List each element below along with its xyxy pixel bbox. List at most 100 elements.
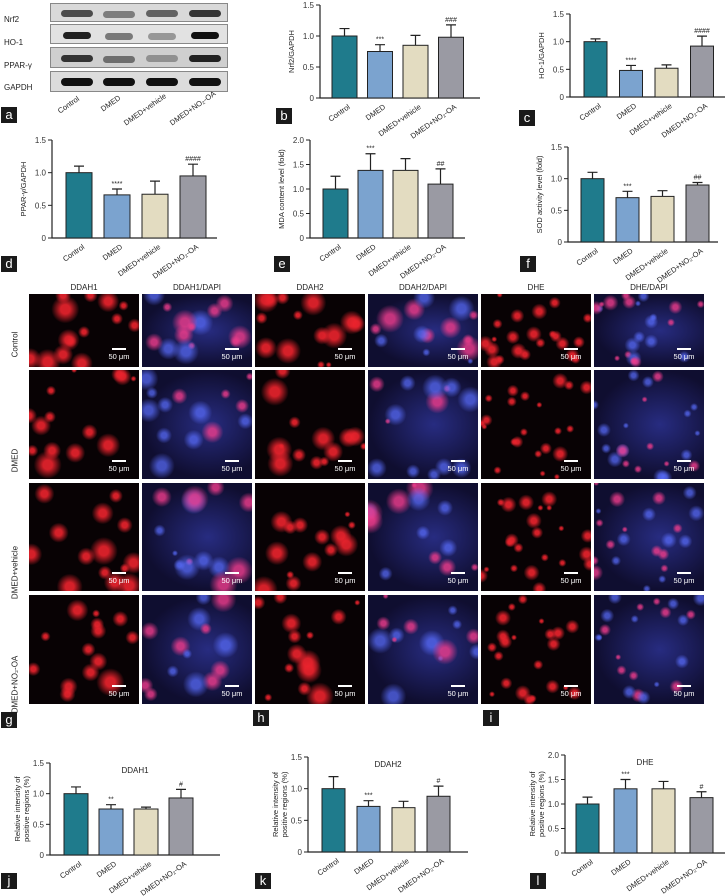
x-tick-label: Control: [570, 857, 595, 878]
panel-letter-e: e: [274, 256, 290, 272]
error-bar: [657, 190, 668, 197]
x-tick-label: DMED: [101, 242, 125, 262]
y-axis-label: SOD activity level (fold): [535, 155, 544, 233]
error-bar: [188, 163, 198, 176]
bar-no2oa: [168, 797, 194, 856]
y-tick-label: 0: [555, 849, 560, 858]
scale-bar: 50 μm: [220, 348, 244, 361]
scale-bar: 50 μm: [333, 572, 357, 585]
bar-vehicle: [392, 169, 419, 239]
error-bar: [106, 804, 116, 809]
scale-bar: 50 μm: [220, 460, 244, 473]
bar-control: [575, 803, 600, 854]
significance-marker: ***: [364, 793, 372, 800]
blot-label-ho1: HO-1: [4, 38, 24, 47]
error-bar: [71, 786, 81, 794]
y-tick-label: 1.0: [293, 185, 305, 194]
panel-letter-f: f: [520, 256, 536, 272]
bar-vehicle: [402, 44, 429, 99]
scale-bar: 50 μm: [446, 348, 470, 361]
scale-bar: 50 μm: [559, 572, 583, 585]
scale-bar: 50 μm: [672, 572, 696, 585]
lane-label-dmed: DMED: [99, 93, 123, 114]
y-tick-label: 1.0: [291, 785, 303, 794]
error-bar: [626, 64, 636, 71]
bar-dmed: [356, 805, 381, 853]
scale-bar-label: 50 μm: [108, 464, 130, 473]
scale-bar-label: 50 μm: [560, 576, 582, 585]
lane-label-dmed-vehicle: DMED+vehicle: [122, 91, 168, 128]
chart-e: 0 0.5 1.0 1.5 2.0 MDA content level (fold) Con…: [250, 130, 490, 281]
micrograph-3-1: 50 μm: [142, 595, 252, 704]
y-tick-label: 0: [300, 234, 305, 243]
scale-bar: 50 μm: [672, 348, 696, 361]
row-head-control: Control: [10, 331, 20, 358]
y-tick-label: 1.0: [553, 38, 565, 47]
panel-letter-g: g: [1, 712, 17, 728]
micrograph-0-4: 50 μm: [481, 294, 591, 367]
micrograph-2-4: 50 μm: [481, 483, 591, 591]
scale-bar-label: 50 μm: [447, 352, 469, 361]
x-tick-label: Control: [575, 246, 600, 267]
scale-bar: 50 μm: [446, 460, 470, 473]
panel-letter-a: a: [1, 107, 17, 123]
lane-label-dmed-no2oa: DMED+NO₂-OA: [168, 89, 218, 128]
scale-bar: 50 μm: [333, 685, 357, 698]
y-tick-label: 1.5: [35, 136, 47, 145]
micrograph-3-3: 50 μm: [368, 595, 478, 704]
bar-no2oa: [690, 45, 714, 98]
col-head-ddah2-dapi: DDAH2/DAPI: [398, 283, 447, 292]
micrograph-2-5: 50 μm: [594, 483, 704, 591]
bar-vehicle: [141, 193, 169, 239]
micrograph-3-5: 50 μm: [594, 595, 704, 704]
scale-bar: 50 μm: [559, 685, 583, 698]
x-tick-label: DMED: [95, 859, 119, 879]
bar-dmed: [619, 69, 643, 98]
micrograph-0-3: 50 μm: [368, 294, 478, 367]
y-axis-label: Nrf2/GAPDH: [287, 30, 296, 73]
scale-bar-label: 50 μm: [560, 352, 582, 361]
error-bar: [435, 168, 446, 185]
error-bar: [400, 158, 411, 171]
chart-title: DDAH1: [121, 766, 149, 775]
error-bar: [339, 27, 350, 36]
scale-bar-label: 50 μm: [334, 689, 356, 698]
micrograph-0-1: 50 μm: [142, 294, 252, 367]
scale-bar-label: 50 μm: [221, 689, 243, 698]
error-bar: [410, 34, 421, 46]
y-tick-label: 1.0: [33, 790, 45, 799]
scale-bar: 50 μm: [446, 572, 470, 585]
x-tick-label: Control: [61, 242, 86, 263]
micrograph-0-0: 50 μm: [29, 294, 139, 367]
y-tick-label: 1.5: [303, 1, 315, 10]
bar-vehicle: [654, 67, 679, 98]
bar-no2oa: [179, 175, 207, 239]
blot-label-nrf2: Nrf2: [4, 15, 20, 24]
error-bar: [363, 800, 374, 807]
scale-bar: 50 μm: [559, 348, 583, 361]
error-bar: [622, 190, 633, 198]
scale-bar-label: 50 μm: [560, 689, 582, 698]
y-tick-label: 0: [558, 238, 563, 247]
error-bar: [330, 175, 341, 189]
significance-marker: #: [700, 784, 704, 791]
y-tick-label: 0: [42, 234, 47, 243]
x-tick-label: Control: [318, 242, 343, 263]
error-bar: [375, 44, 385, 52]
significance-marker: #: [179, 781, 183, 788]
error-bar: [692, 181, 703, 185]
error-bar: [433, 785, 444, 797]
y-tick-label: 0: [310, 94, 315, 103]
bar-dmed: [367, 51, 393, 99]
significance-marker: ##: [694, 174, 702, 181]
bar-control: [583, 41, 608, 98]
x-tick-label: DMED: [364, 102, 388, 122]
significance-marker: ***: [376, 37, 384, 44]
y-tick-label: 0.5: [35, 201, 47, 210]
scale-bar: 50 μm: [333, 348, 357, 361]
x-tick-label: Control: [578, 101, 603, 122]
bar-control: [65, 172, 93, 239]
error-bar: [696, 791, 707, 798]
y-tick-label: 1.0: [35, 169, 47, 178]
error-bar: [365, 153, 376, 171]
